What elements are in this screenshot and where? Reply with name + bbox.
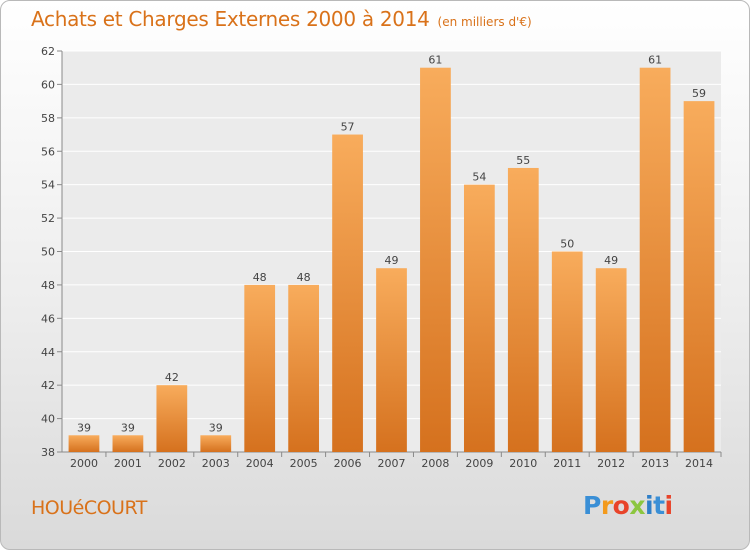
x-tick-label: 2001 [114, 457, 142, 470]
x-tick-label: 2005 [290, 457, 318, 470]
bar [551, 251, 583, 452]
bar [156, 385, 188, 452]
bar [68, 435, 100, 452]
bar [683, 101, 715, 452]
y-tick-label: 42 [41, 379, 55, 392]
y-tick-label: 52 [41, 212, 55, 225]
data-label: 57 [341, 121, 355, 134]
y-tick-label: 50 [41, 246, 55, 259]
bar [376, 268, 407, 452]
bar [463, 184, 495, 452]
logo-letter: i [664, 491, 674, 520]
y-tick-label: 40 [41, 413, 55, 426]
bar [332, 134, 363, 452]
bar [112, 435, 144, 452]
data-label: 61 [648, 54, 662, 67]
x-tick-label: 2004 [246, 457, 274, 470]
bar [639, 67, 671, 452]
data-label: 55 [516, 154, 530, 167]
logo-letter: i [645, 491, 654, 520]
x-tick-label: 2012 [597, 457, 625, 470]
logo-letter: r [600, 491, 613, 520]
data-label: 59 [692, 87, 706, 100]
x-tick-label: 2010 [509, 457, 537, 470]
bar [288, 284, 320, 452]
y-tick-label: 48 [41, 279, 55, 292]
bar [595, 268, 627, 452]
data-label: 42 [165, 371, 179, 384]
chart-title: Achats et Charges Externes 2000 à 2014 [31, 7, 430, 31]
chart-subtitle: (en milliers d'€) [437, 15, 532, 29]
data-label: 48 [297, 271, 311, 284]
x-tick-label: 2006 [334, 457, 362, 470]
x-tick-label: 2000 [70, 457, 98, 470]
y-tick-label: 46 [41, 312, 55, 325]
commune-name: HOUéCOURT [31, 497, 147, 519]
chart-title-line: Achats et Charges Externes 2000 à 2014 (e… [31, 7, 532, 31]
y-tick-label: 60 [41, 78, 55, 91]
data-label: 49 [604, 254, 618, 267]
x-tick-label: 2011 [553, 457, 581, 470]
y-tick-label: 62 [41, 45, 55, 58]
data-label: 48 [253, 271, 267, 284]
bar [200, 435, 232, 452]
y-tick-label: 56 [41, 145, 55, 158]
data-label: 39 [77, 421, 91, 434]
x-tick-label: 2002 [158, 457, 186, 470]
y-tick-label: 54 [41, 179, 55, 192]
logo-letter: P [583, 491, 601, 520]
data-label: 61 [428, 54, 442, 67]
logo-letter: t [653, 491, 665, 520]
data-label: 39 [209, 421, 223, 434]
bar [507, 167, 539, 453]
data-label: 49 [385, 254, 399, 267]
x-tick-label: 2014 [685, 457, 713, 470]
x-tick-label: 2003 [202, 457, 230, 470]
y-tick-label: 44 [41, 346, 55, 359]
data-label: 50 [560, 238, 574, 251]
data-label: 39 [121, 421, 135, 434]
x-tick-label: 2009 [465, 457, 493, 470]
logo-letter: o [612, 491, 630, 520]
x-tick-label: 2007 [378, 457, 406, 470]
y-tick-label: 58 [41, 112, 55, 125]
y-tick-label: 38 [41, 446, 55, 459]
data-label: 54 [472, 171, 486, 184]
logo-letter: x [629, 491, 645, 520]
x-tick-label: 2013 [641, 457, 669, 470]
bar [244, 284, 276, 452]
proxiti-logo: Proxiti [583, 491, 673, 520]
bar [420, 67, 451, 452]
x-tick-label: 2008 [421, 457, 449, 470]
